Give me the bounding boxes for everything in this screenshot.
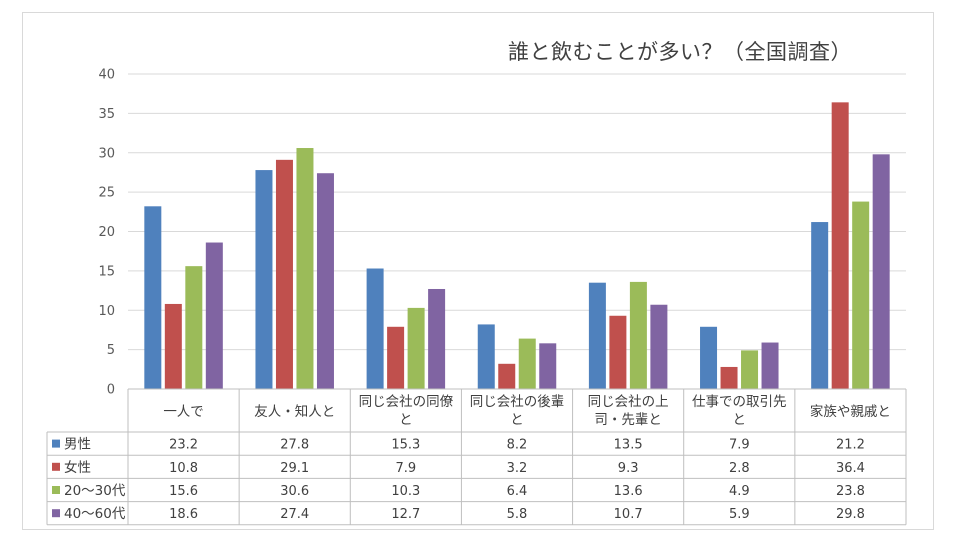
data-label: 4.9 [729,484,750,499]
bar [852,201,870,389]
bar [811,222,829,389]
data-label: 7.9 [729,438,750,453]
y-tick-label: 35 [98,107,115,122]
data-label: 15.6 [169,484,198,499]
bar [761,342,779,389]
bar [366,268,384,389]
data-label: 8.2 [507,438,528,453]
bar [316,173,334,389]
category-label-line: と [733,412,747,428]
data-label: 29.8 [836,507,865,522]
data-label: 36.4 [836,461,865,476]
data-label: 10.7 [614,507,643,522]
bar [205,242,223,389]
data-label: 27.8 [280,438,309,453]
category-label: 友人・知人と [254,403,335,420]
category-label: 家族や親戚と [810,403,891,420]
data-label: 15.3 [391,438,420,453]
bar [428,288,446,389]
bar [144,206,162,389]
y-tick-label: 10 [98,304,115,319]
data-label: 10.3 [391,484,420,499]
bar [164,303,182,389]
data-label: 13.6 [614,484,643,499]
bar [720,366,738,389]
y-tick-label: 30 [98,146,115,161]
y-tick-label: 40 [98,68,115,83]
y-tick-label: 25 [98,186,115,201]
legend-label: 女性 [64,459,91,476]
y-tick-label: 5 [107,343,115,358]
category-label-line: 同じ会社の同僚 [359,394,454,410]
bar [185,266,203,389]
data-label: 21.2 [836,438,865,453]
legend-label: 20～30代 [64,483,126,499]
bar [255,170,273,389]
bar [296,148,314,389]
legend-key [52,486,60,494]
bar [588,282,606,389]
data-label: 7.9 [396,461,417,476]
legend-key [52,462,60,471]
category-label-line: 司・先輩と [594,412,662,428]
category-label-line: 仕事での取引先 [692,394,787,410]
bar [831,102,849,389]
data-label: 23.2 [169,438,198,453]
bar [518,338,536,389]
data-label: 10.8 [169,461,198,476]
legend-key [52,509,60,518]
data-label: 6.4 [507,484,528,499]
data-label: 12.7 [391,507,420,522]
category-label-line: 同じ会社の後輩 [470,394,565,410]
data-label: 5.9 [729,507,750,522]
bar [498,363,516,389]
data-label: 3.2 [507,461,528,476]
bar [275,159,293,389]
bar [539,343,557,389]
bar [700,326,718,389]
bar [872,154,890,389]
legend-label: 男性 [64,437,91,453]
legend-label: 40～60代 [64,506,126,522]
category-label: 一人で [163,404,204,420]
data-label: 5.8 [507,507,528,522]
data-label: 13.5 [614,438,643,453]
data-label: 2.8 [729,461,750,476]
bar [407,307,425,389]
legend-key [52,439,60,448]
category-label-line: 同じ会社の上 [588,394,669,410]
chart-title: 誰と飲むことが多い？（全国調査） [508,40,852,64]
category-label-line: と [510,412,524,428]
data-label: 23.8 [836,484,865,499]
bar [629,281,647,389]
data-label: 30.6 [280,484,309,499]
category-label-line: と [399,412,413,428]
bar [387,326,405,389]
data-label: 29.1 [280,461,309,476]
data-label: 27.4 [280,507,309,522]
y-tick-label: 0 [107,383,115,398]
data-label: 18.6 [169,507,198,522]
bar [741,350,759,389]
bar [609,315,627,389]
y-tick-label: 15 [98,264,115,279]
y-tick-label: 20 [98,225,115,240]
bar [650,304,668,389]
data-label: 9.3 [618,461,639,476]
bar [477,324,495,389]
